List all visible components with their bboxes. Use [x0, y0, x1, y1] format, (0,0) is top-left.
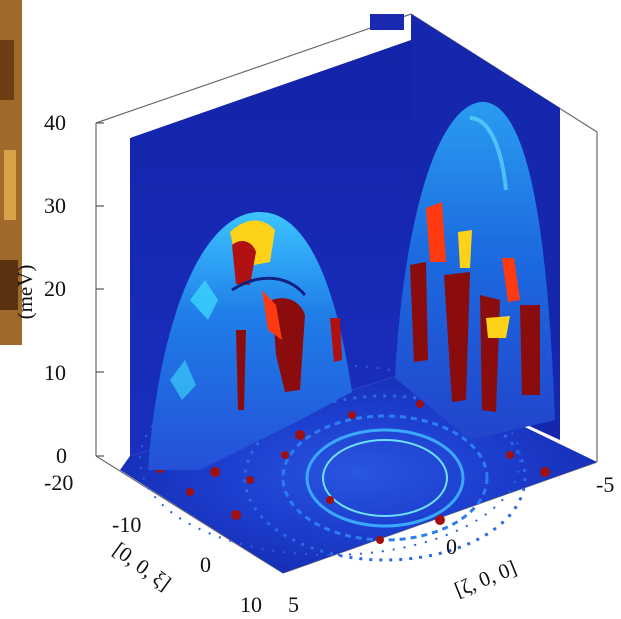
z-tick-label: 10 [44, 360, 66, 385]
y-axis-label: [ζ, 0, 0] [451, 555, 520, 601]
y-tick-label: 5 [288, 592, 299, 617]
z-axis: 0 10 20 30 40 (meV) [13, 110, 104, 468]
x-axis-label: [0, 0, ξ] [109, 537, 176, 595]
z-tick-label: 0 [56, 443, 67, 468]
z-tick-label: 30 [44, 193, 66, 218]
y-tick-label: -5 [596, 472, 614, 497]
z-tick-label: 20 [44, 276, 66, 301]
x-tick-label: -10 [112, 512, 141, 537]
y-tick-label: 0 [446, 534, 457, 559]
x-tick-label: 10 [240, 592, 262, 617]
z-axis-label: (meV) [13, 265, 37, 320]
x-tick-label: 0 [200, 552, 211, 577]
wall-notch [370, 14, 404, 30]
z-tick-label: 40 [44, 110, 66, 135]
x-tick-label: -20 [44, 470, 73, 495]
